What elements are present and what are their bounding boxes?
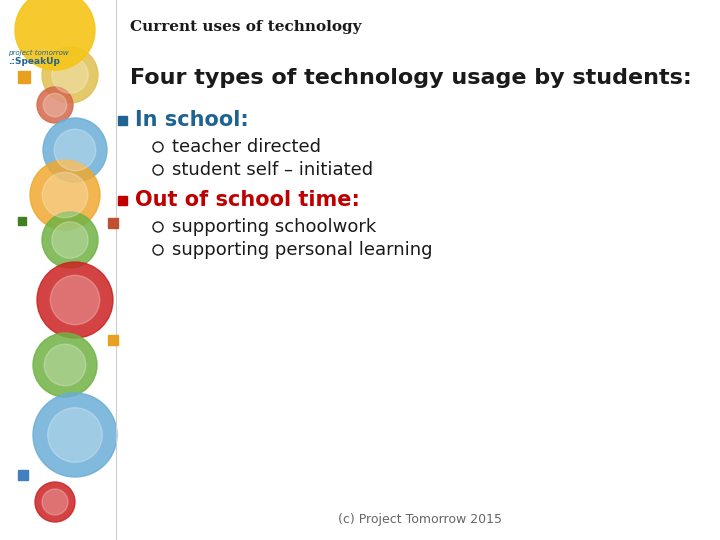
Bar — [18, 470, 28, 480]
Circle shape — [42, 172, 88, 218]
Circle shape — [52, 57, 89, 93]
Text: (c) Project Tomorrow 2015: (c) Project Tomorrow 2015 — [338, 514, 502, 526]
Bar — [108, 335, 118, 345]
Text: Current uses of technology: Current uses of technology — [130, 20, 361, 34]
Circle shape — [48, 408, 102, 462]
Text: supporting personal learning: supporting personal learning — [172, 241, 433, 259]
Circle shape — [37, 87, 73, 123]
Bar — [118, 116, 127, 125]
Circle shape — [37, 262, 113, 338]
Text: Out of school time:: Out of school time: — [135, 190, 360, 210]
Circle shape — [35, 482, 75, 522]
Circle shape — [43, 118, 107, 182]
Bar — [18, 217, 26, 225]
Circle shape — [33, 393, 117, 477]
Circle shape — [52, 222, 89, 258]
Circle shape — [30, 160, 100, 230]
Text: In school:: In school: — [135, 110, 248, 130]
Circle shape — [43, 93, 67, 117]
Circle shape — [15, 0, 95, 70]
Bar — [108, 218, 118, 228]
Bar — [18, 71, 30, 83]
Circle shape — [44, 344, 86, 386]
Text: student self – initiated: student self – initiated — [172, 161, 373, 179]
Circle shape — [50, 275, 99, 325]
Text: supporting schoolwork: supporting schoolwork — [172, 218, 377, 236]
Text: project tomorrow: project tomorrow — [8, 50, 68, 56]
Circle shape — [42, 47, 98, 103]
Text: Four types of technology usage by students:: Four types of technology usage by studen… — [130, 68, 692, 88]
Text: .:SpeakUp: .:SpeakUp — [8, 57, 60, 66]
Circle shape — [42, 212, 98, 268]
Text: teacher directed: teacher directed — [172, 138, 321, 156]
Circle shape — [33, 333, 97, 397]
Circle shape — [54, 129, 96, 171]
Circle shape — [42, 489, 68, 515]
Bar — [118, 196, 127, 205]
